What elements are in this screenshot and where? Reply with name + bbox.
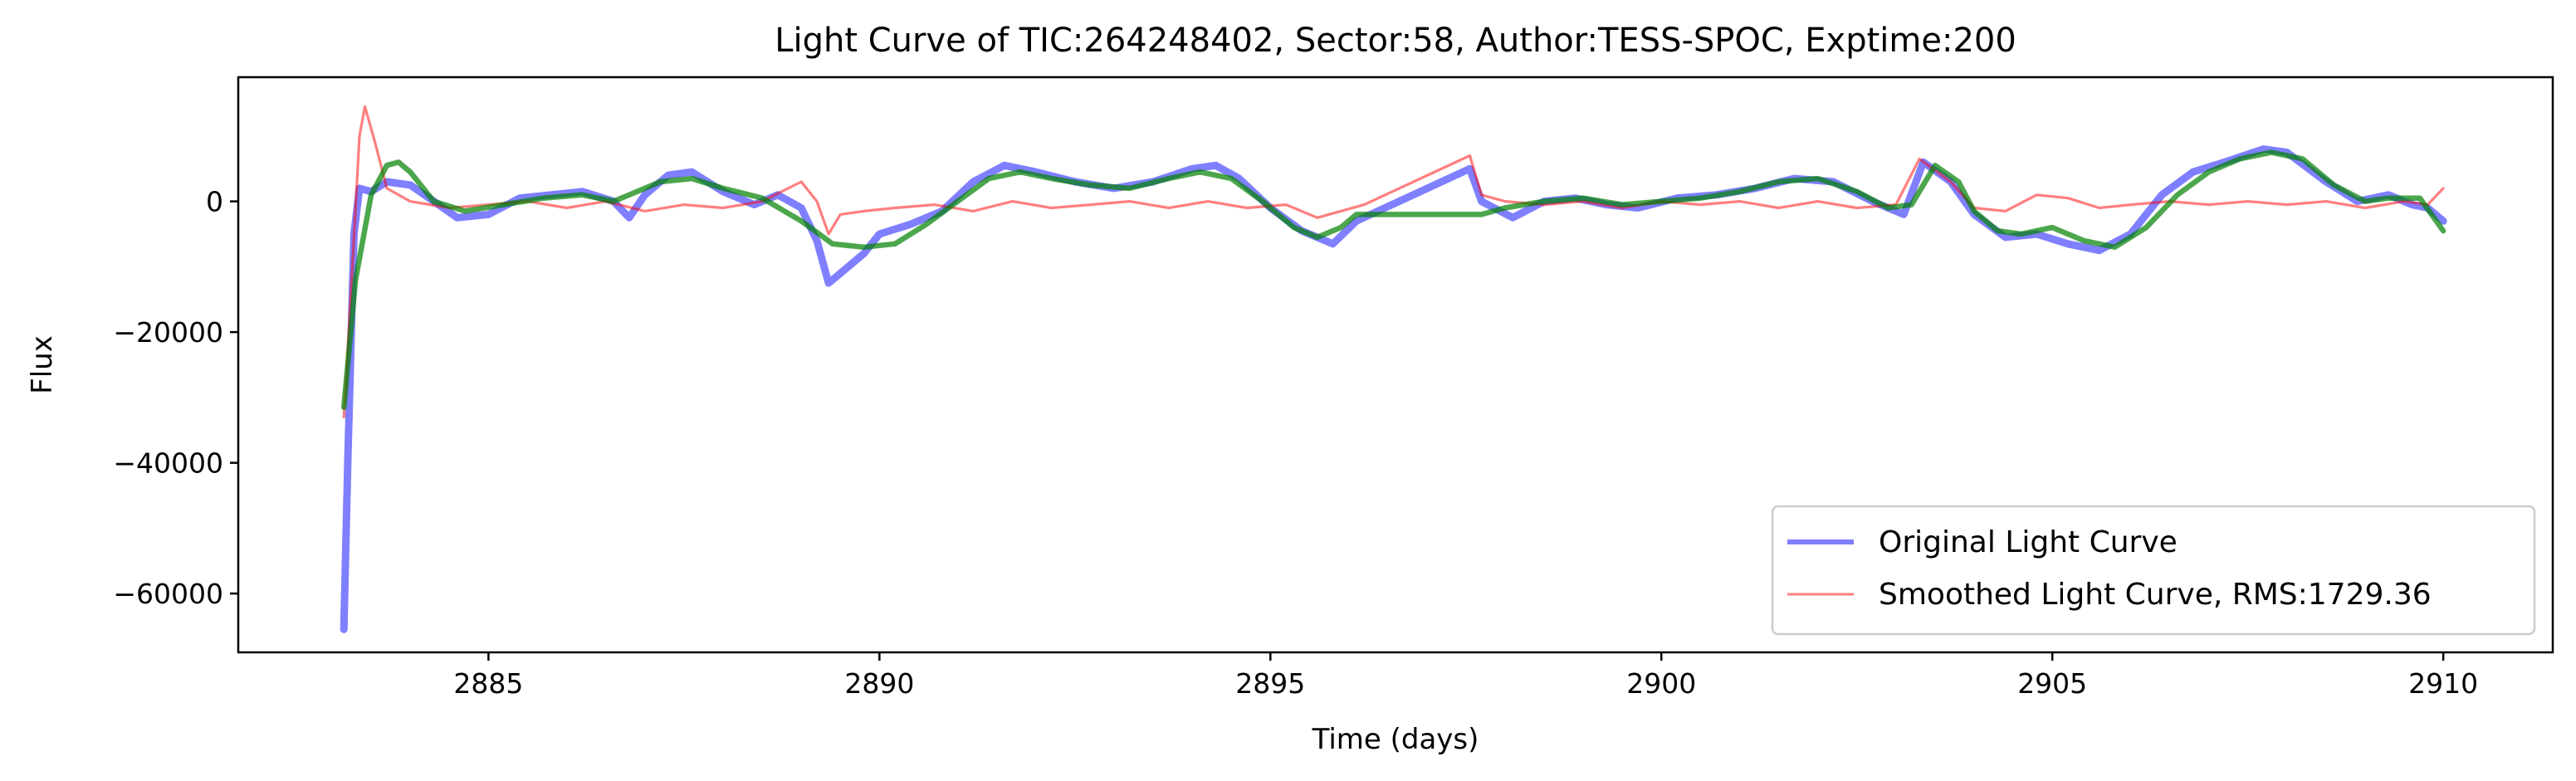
chart-title: Light Curve of TIC:264248402, Sector:58,…	[775, 22, 2016, 60]
series-line-trend	[340, 149, 2446, 410]
plot-area	[237, 76, 2554, 654]
x-tick-label: 2910	[2408, 667, 2478, 700]
x-axis-ticks: 2885 2890 2895 2900 2905 2910	[453, 652, 2478, 700]
y-axis-ticks: −60000 −40000 −20000 0	[113, 186, 238, 610]
y-tick-label: 0	[206, 186, 223, 218]
x-tick-label: 2885	[453, 667, 523, 700]
x-axis-label: Time (days)	[1312, 723, 1479, 756]
y-tick-label: −20000	[113, 316, 223, 349]
x-tick-label: 2890	[844, 667, 914, 700]
y-tick-label: −40000	[113, 447, 223, 480]
legend-entry: Original Light Curve	[1879, 525, 2178, 559]
series-line-smoothed-light-curve-rms-1729-36	[342, 105, 2445, 419]
y-axis-label: Flux	[26, 335, 59, 394]
x-tick-label: 2905	[2017, 667, 2087, 700]
axes-frame	[237, 76, 2554, 654]
x-tick-label: 2900	[1626, 667, 1696, 700]
series-layer	[340, 105, 2447, 633]
x-tick-label: 2895	[1235, 667, 1305, 700]
y-tick-label: −60000	[113, 578, 223, 610]
legend-box	[1771, 505, 2536, 636]
legend: Original Light Curve Smoothed Light Curve…	[1771, 505, 2536, 636]
legend-entry: Smoothed Light Curve, RMS:1729.36	[1879, 578, 2432, 612]
